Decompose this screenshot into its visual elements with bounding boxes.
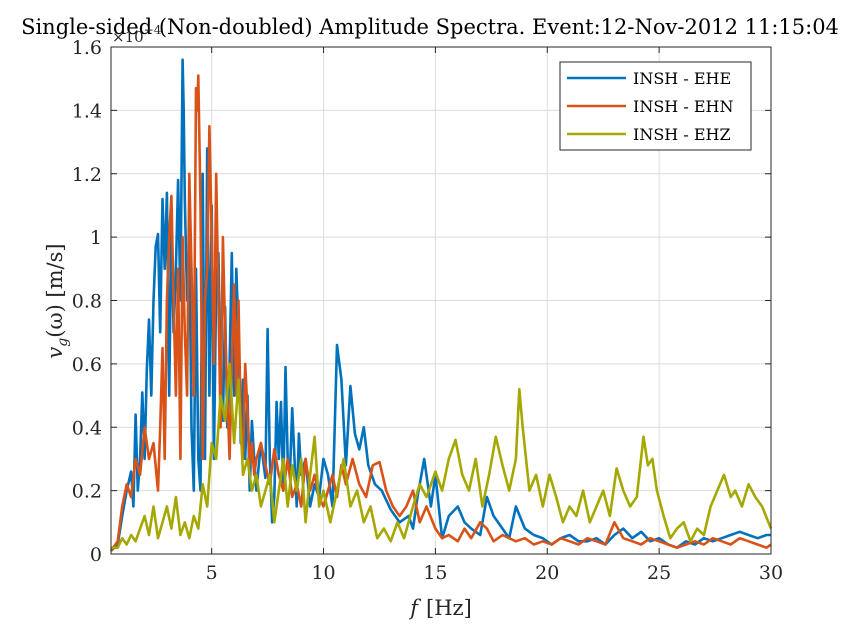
y-exponent-label: ×10−4 [112, 23, 162, 46]
y-axis-rest: (ω) [m/s] [43, 243, 67, 337]
x-tick-label: 15 [423, 562, 447, 584]
chart-title: Single-sided (Non-doubled) Amplitude Spe… [21, 15, 839, 39]
legend-label: INSH - EHE [633, 69, 731, 88]
x-tick-label: 10 [311, 562, 335, 584]
y-tick-label: 1 [90, 227, 102, 249]
y-exponent-power: −4 [144, 23, 162, 37]
y-tick-label: 1.4 [72, 100, 102, 122]
legend: INSH - EHE INSH - EHN INSH - EHZ [559, 61, 752, 151]
y-axis-sub: g [55, 338, 71, 347]
y-axis-label: vg(ω) [m/s] [43, 243, 71, 358]
y-tick-label: 0.2 [72, 481, 102, 503]
x-tick-label: 25 [647, 562, 671, 584]
axis-ticks [111, 46, 772, 555]
y-tick-label: 0.4 [72, 417, 102, 439]
legend-label: INSH - EHN [633, 97, 733, 116]
y-tick-label: 1.2 [72, 164, 102, 186]
y-exponent-base: ×10 [112, 28, 144, 46]
y-tick-label: 1.6 [72, 37, 102, 59]
y-tick-label: 0.6 [72, 354, 102, 376]
y-tick-label: 0.8 [72, 291, 102, 313]
y-axis-var: v [43, 347, 67, 359]
x-axis-unit: [Hz] [426, 596, 472, 620]
x-axis-var: f [408, 596, 421, 620]
series-lines [109, 58, 773, 552]
x-tick-label: 20 [535, 562, 559, 584]
x-axis-label: f [Hz] [408, 596, 472, 620]
tick-labels: 5 10 15 20 25 30 0 0.2 0.4 0.6 0.8 1 1.2 1.4 1.6 [72, 37, 783, 584]
x-tick-label: 30 [759, 562, 783, 584]
legend-label: INSH - EHZ [633, 125, 731, 144]
x-tick-label: 5 [206, 562, 218, 584]
series-line-3 [111, 362, 773, 550]
y-tick-label: 0 [90, 544, 102, 566]
